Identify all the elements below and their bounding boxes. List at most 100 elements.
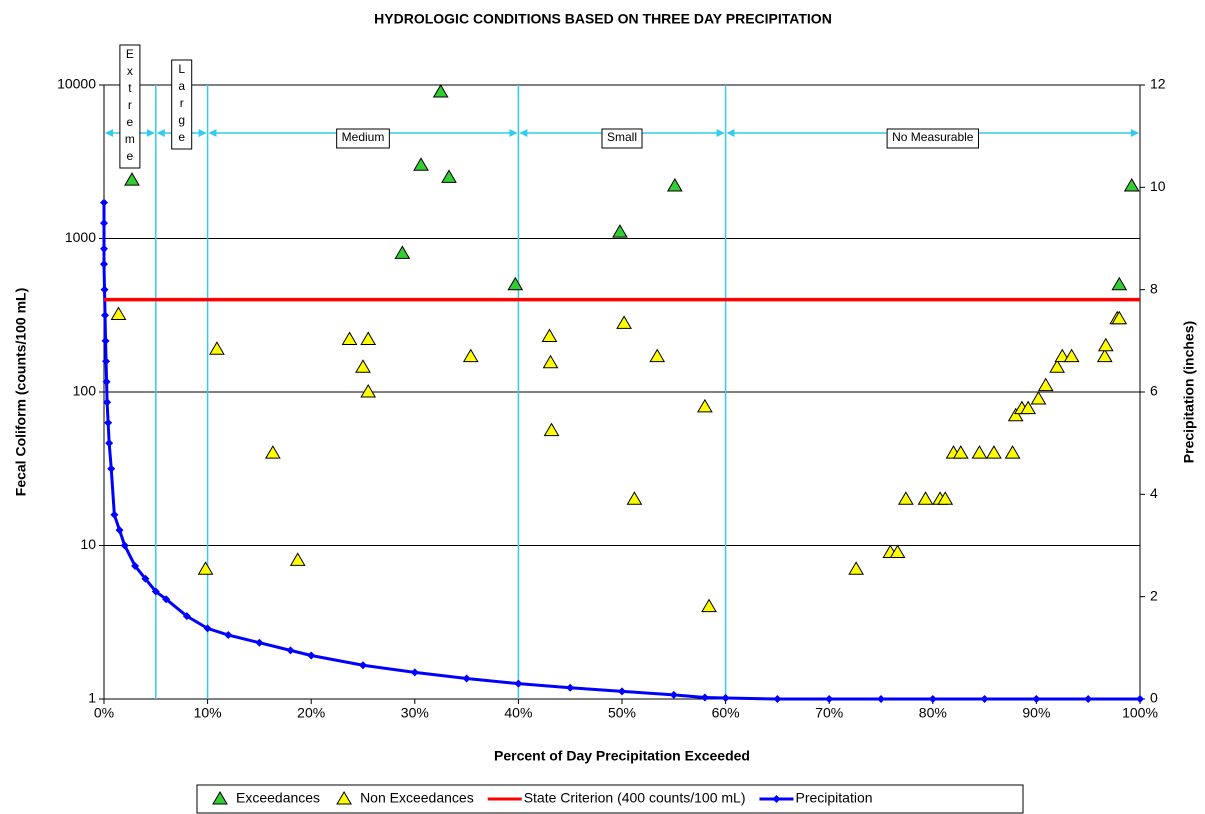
point	[1111, 276, 1128, 291]
point	[101, 311, 110, 320]
point	[120, 541, 129, 550]
point	[462, 674, 471, 683]
point	[986, 445, 1002, 459]
legend-box	[196, 784, 1024, 814]
point	[669, 690, 678, 699]
point	[289, 552, 306, 566]
legend-marker	[336, 791, 352, 805]
point	[1049, 359, 1065, 373]
point	[100, 260, 108, 269]
point	[507, 276, 524, 291]
point	[721, 693, 730, 702]
point	[889, 544, 906, 559]
point	[697, 398, 713, 413]
point	[107, 464, 116, 473]
point	[197, 561, 214, 575]
point	[626, 491, 643, 505]
point	[360, 331, 377, 345]
point	[462, 348, 479, 363]
point	[928, 695, 937, 703]
point	[413, 157, 429, 171]
point	[100, 219, 108, 228]
zone-label: No Measurable	[892, 130, 974, 144]
point	[209, 341, 225, 355]
y-tick-label: 10000	[57, 76, 96, 92]
zone-label: Medium	[342, 130, 385, 144]
point	[1037, 377, 1054, 392]
y2-tick-label: 2	[1150, 587, 1158, 603]
point	[1111, 310, 1128, 325]
point	[103, 398, 112, 407]
legend-label: Non Exceedances	[360, 790, 474, 806]
legend-marker	[212, 791, 228, 805]
point	[825, 695, 834, 703]
legend-label: Precipitation	[795, 790, 872, 806]
point	[917, 491, 934, 505]
y-tick-label: 1000	[65, 229, 96, 245]
point	[1030, 391, 1047, 405]
point	[848, 561, 865, 575]
point	[1136, 695, 1144, 703]
legend-marker	[772, 795, 781, 803]
point	[102, 357, 111, 366]
point	[110, 510, 119, 519]
point	[115, 526, 124, 535]
point	[162, 595, 171, 604]
y2-tick-label: 6	[1150, 383, 1158, 399]
point	[937, 491, 954, 505]
point	[307, 651, 316, 660]
point	[355, 359, 371, 373]
x-tick-label: 100%	[1122, 705, 1158, 721]
point	[566, 683, 575, 692]
point	[110, 306, 127, 320]
x-tick-label: 20%	[297, 705, 325, 721]
point	[701, 598, 717, 613]
point	[102, 377, 111, 386]
point	[151, 587, 160, 596]
point	[131, 561, 140, 570]
point	[360, 384, 377, 398]
point	[100, 244, 108, 253]
x-tick-label: 70%	[815, 705, 843, 721]
zone-label-group: Small	[601, 128, 643, 149]
point	[341, 331, 358, 345]
point	[877, 695, 885, 703]
zone-label-group: No Measurable	[886, 128, 979, 149]
x-tick-label: 10%	[194, 705, 222, 721]
point	[616, 315, 632, 329]
zone-label-box	[171, 59, 193, 150]
point	[224, 631, 233, 640]
x-tick-label: 80%	[919, 705, 947, 721]
point	[141, 574, 150, 583]
point	[264, 445, 281, 459]
zone-label-box	[886, 128, 979, 149]
point	[101, 336, 110, 345]
zone-label-box	[336, 128, 390, 149]
point	[1004, 445, 1021, 459]
point	[1084, 695, 1093, 703]
point	[100, 285, 109, 294]
y2-axis-label: Precipitation (inches)	[1181, 321, 1197, 463]
point	[432, 84, 449, 98]
point	[1097, 337, 1114, 352]
zone-label-group: Medium	[336, 128, 390, 149]
chart-title: HYDROLOGIC CONDITIONS BASED ON THREE DAY…	[374, 11, 832, 27]
point	[612, 224, 628, 238]
point	[773, 695, 782, 703]
point	[1032, 695, 1041, 703]
x-tick-label: 30%	[401, 705, 429, 721]
y-tick-label: 1	[88, 690, 96, 706]
point	[541, 328, 558, 342]
point	[971, 445, 988, 459]
y2-tick-label: 10	[1150, 178, 1166, 194]
point	[514, 679, 523, 688]
point	[618, 687, 626, 696]
point	[1020, 400, 1036, 415]
point	[394, 245, 411, 259]
point	[1096, 348, 1113, 363]
